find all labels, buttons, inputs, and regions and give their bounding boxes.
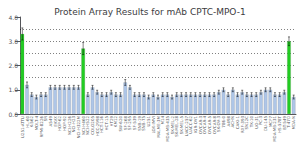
svg-text:HCT-15: HCT-15 (104, 116, 109, 131)
svg-text:IGR-OV1: IGR-OV1 (192, 116, 198, 133)
svg-text:A498: A498 (225, 116, 231, 127)
svg-text:OVCAR-5: OVCAR-5 (207, 116, 212, 134)
svg-text:CAKI-1: CAKI-1 (235, 116, 240, 130)
svg-text:A549: A549 (47, 116, 53, 127)
svg-text:SF-268: SF-268 (122, 116, 128, 130)
svg-text:RXF-393: RXF-393 (239, 116, 245, 133)
svg-text:U251: U251 (146, 116, 152, 127)
svg-text:MDA-MB-231: MDA-MB-231 (272, 116, 278, 142)
svg-text:OVCAR-3: OVCAR-3 (197, 116, 203, 134)
svg-text:HS-578T: HS-578T (277, 116, 283, 134)
svg-text:NCI-H460: NCI-H460 (80, 116, 86, 136)
svg-text:K-562: K-562 (29, 116, 35, 128)
svg-text:RPMI-8226: RPMI-8226 (38, 116, 44, 138)
svg-text:MCF7: MCF7 (267, 116, 273, 128)
svg-text:OVCAR-8: OVCAR-8 (211, 116, 217, 134)
svg-text:M14: M14 (160, 116, 166, 125)
svg-text:HL-60: HL-60 (24, 116, 30, 128)
svg-text:NCI-H522: NCI-H522 (85, 116, 91, 136)
svg-text:2.0: 2.0 (8, 62, 18, 69)
svg-text:SK-MEL-5: SK-MEL-5 (178, 116, 184, 135)
svg-text:LOX-IMVI: LOX-IMVI (150, 116, 156, 134)
svg-text:SNB-19: SNB-19 (136, 116, 142, 131)
svg-text:NCI-H226: NCI-H226 (66, 116, 72, 136)
svg-text:SW-620: SW-620 (118, 116, 124, 132)
svg-text:SN12C: SN12C (244, 116, 250, 130)
svg-text:UACC-257: UACC-257 (183, 116, 189, 137)
svg-text:HOP-62: HOP-62 (57, 116, 63, 131)
svg-text:1.0: 1.0 (8, 86, 18, 93)
svg-text:ACHN: ACHN (230, 116, 236, 128)
svg-text:U251-ATTU: U251-ATTU (19, 116, 25, 139)
svg-text:SR: SR (43, 116, 49, 122)
svg-text:NCI-H322M: NCI-H322M (76, 116, 81, 139)
svg-text:HOP-92: HOP-92 (61, 116, 67, 131)
svg-text:SF-539: SF-539 (132, 116, 138, 130)
svg-text:Protein Array Results for mAb: Protein Array Results for mAb CPTC-MPO-1 (54, 7, 245, 17)
svg-text:EKVX: EKVX (52, 116, 58, 127)
svg-text:SK-MEL-28: SK-MEL-28 (174, 116, 180, 137)
svg-text:OVCAR-4: OVCAR-4 (202, 116, 208, 134)
svg-text:HCT-116: HCT-116 (99, 116, 105, 133)
svg-text:NCI-H23: NCI-H23 (71, 116, 77, 133)
svg-text:3.0: 3.0 (8, 38, 18, 45)
svg-text:HT29: HT29 (108, 116, 114, 127)
svg-text:UACC-62: UACC-62 (188, 116, 194, 134)
svg-text:DU-145: DU-145 (263, 116, 269, 132)
svg-text:SK-OV-3: SK-OV-3 (216, 116, 222, 132)
svg-text:MALME-3M: MALME-3M (155, 116, 161, 138)
svg-text:T-47D: T-47D (286, 116, 292, 128)
svg-text:COLO205: COLO205 (90, 116, 95, 135)
svg-text:4.0: 4.0 (8, 14, 18, 21)
svg-text:0.0: 0.0 (8, 111, 18, 118)
svg-text:TK-10: TK-10 (249, 116, 255, 128)
svg-text:SK-MEL-2: SK-MEL-2 (169, 116, 175, 135)
svg-text:HCC-2998: HCC-2998 (94, 116, 100, 137)
svg-text:PC-3: PC-3 (258, 116, 264, 126)
svg-text:MDA-MB-435: MDA-MB-435 (164, 116, 170, 142)
svg-text:SF-295: SF-295 (127, 116, 133, 130)
svg-text:786-0: 786-0 (221, 116, 226, 128)
svg-text:MDA-N: MDA-N (291, 116, 296, 130)
svg-text:BT-549: BT-549 (281, 116, 287, 130)
svg-text:UO-31: UO-31 (253, 116, 259, 129)
svg-text:MOLT-4: MOLT-4 (33, 116, 39, 131)
svg-text:SNB-75: SNB-75 (141, 116, 147, 131)
svg-text:KM12: KM12 (113, 116, 119, 128)
